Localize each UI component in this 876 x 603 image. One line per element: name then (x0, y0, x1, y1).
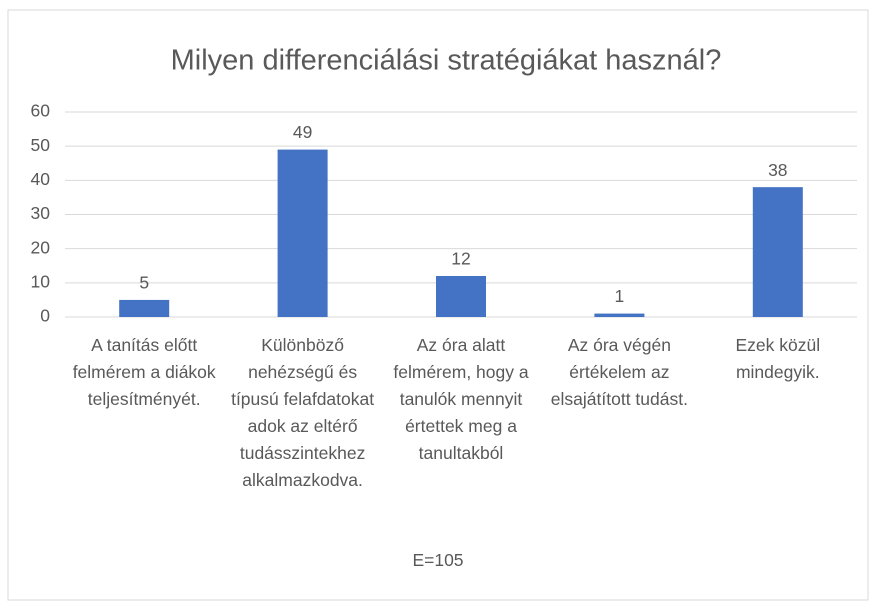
y-tick-label: 0 (40, 306, 50, 326)
data-label: 1 (615, 286, 625, 306)
x-tick-label: Különböző nehézségű és típusú felafdatok… (231, 335, 375, 490)
data-label: 38 (768, 160, 787, 180)
bar (277, 149, 328, 317)
bar (594, 313, 645, 317)
y-tick-label: 40 (31, 169, 51, 189)
bar (119, 299, 170, 317)
data-label: 49 (293, 122, 312, 142)
x-tick-label: A tanítás előtt felmérem a diákok teljes… (72, 335, 216, 409)
x-tick-label: Az óra alatt felmérem, hogy a tanulók me… (393, 335, 529, 463)
y-tick-label: 10 (31, 271, 51, 291)
y-tick-label: 30 (31, 203, 51, 223)
x-tick-label: Ezek közül mindegyik. (735, 335, 821, 382)
y-tick-label: 50 (31, 135, 51, 155)
bar (436, 276, 486, 317)
y-tick-label: 60 (31, 101, 51, 121)
y-tick-label: 20 (31, 237, 51, 257)
x-tick-label: Az óra végén értékelem az elsajátított t… (550, 335, 688, 409)
bar (752, 187, 803, 317)
data-label: 12 (451, 249, 470, 269)
data-label: 5 (139, 273, 149, 293)
chart-title: Milyen differenciálási stratégiákat hasz… (171, 45, 722, 77)
note: E=105 (412, 550, 464, 570)
